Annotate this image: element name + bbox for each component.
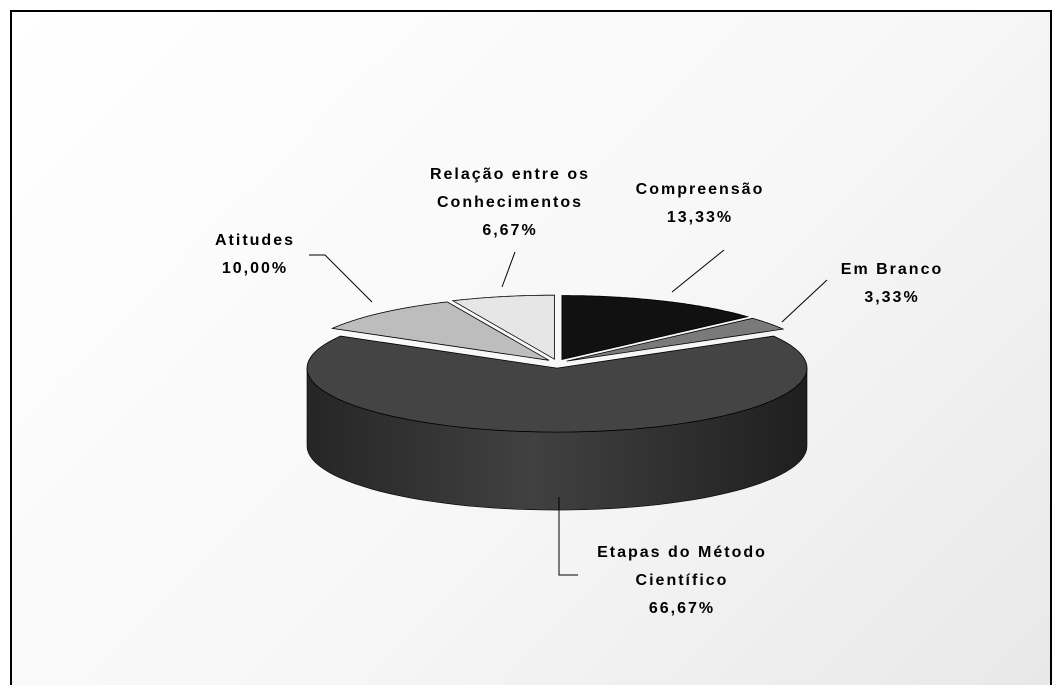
leader-line-etapas-do-metodo-cientifico (558, 497, 578, 576)
slice-compreensao (561, 295, 750, 361)
label-relacao-entre-os-conhecimentos: Relação entre os Conhecimentos 6,67% (430, 166, 590, 239)
chart-frame: Compreensão 13,33% Em Branco 3,33% Etapas do… (10, 10, 1052, 685)
slice-etapas-do-metodo-cientifico (306, 335, 808, 433)
slice-atitudes (331, 301, 550, 361)
leader-line-atitudes (309, 254, 373, 303)
label-compreensao: Compreensão 13,33% (636, 181, 765, 226)
leader-line-compreensao (671, 249, 725, 293)
label-atitudes: Atitudes 10,00% (215, 232, 295, 277)
slice-em-branco (566, 317, 785, 362)
slice-side-shade-etapas-do-metodo-cientifico (307, 368, 807, 511)
label-em-branco: Em Branco 3,33% (841, 261, 943, 306)
label-etapas-do-metodo-cientifico: Etapas do Método Científico 66,67% (597, 544, 767, 617)
pie-chart: Compreensão 13,33% Em Branco 3,33% Etapas do… (215, 166, 943, 617)
leader-line-relacao-entre-os-conhecimentos (501, 251, 516, 288)
leader-line-em-branco (781, 279, 828, 323)
slice-relacao-entre-os-conhecimentos (451, 294, 555, 360)
